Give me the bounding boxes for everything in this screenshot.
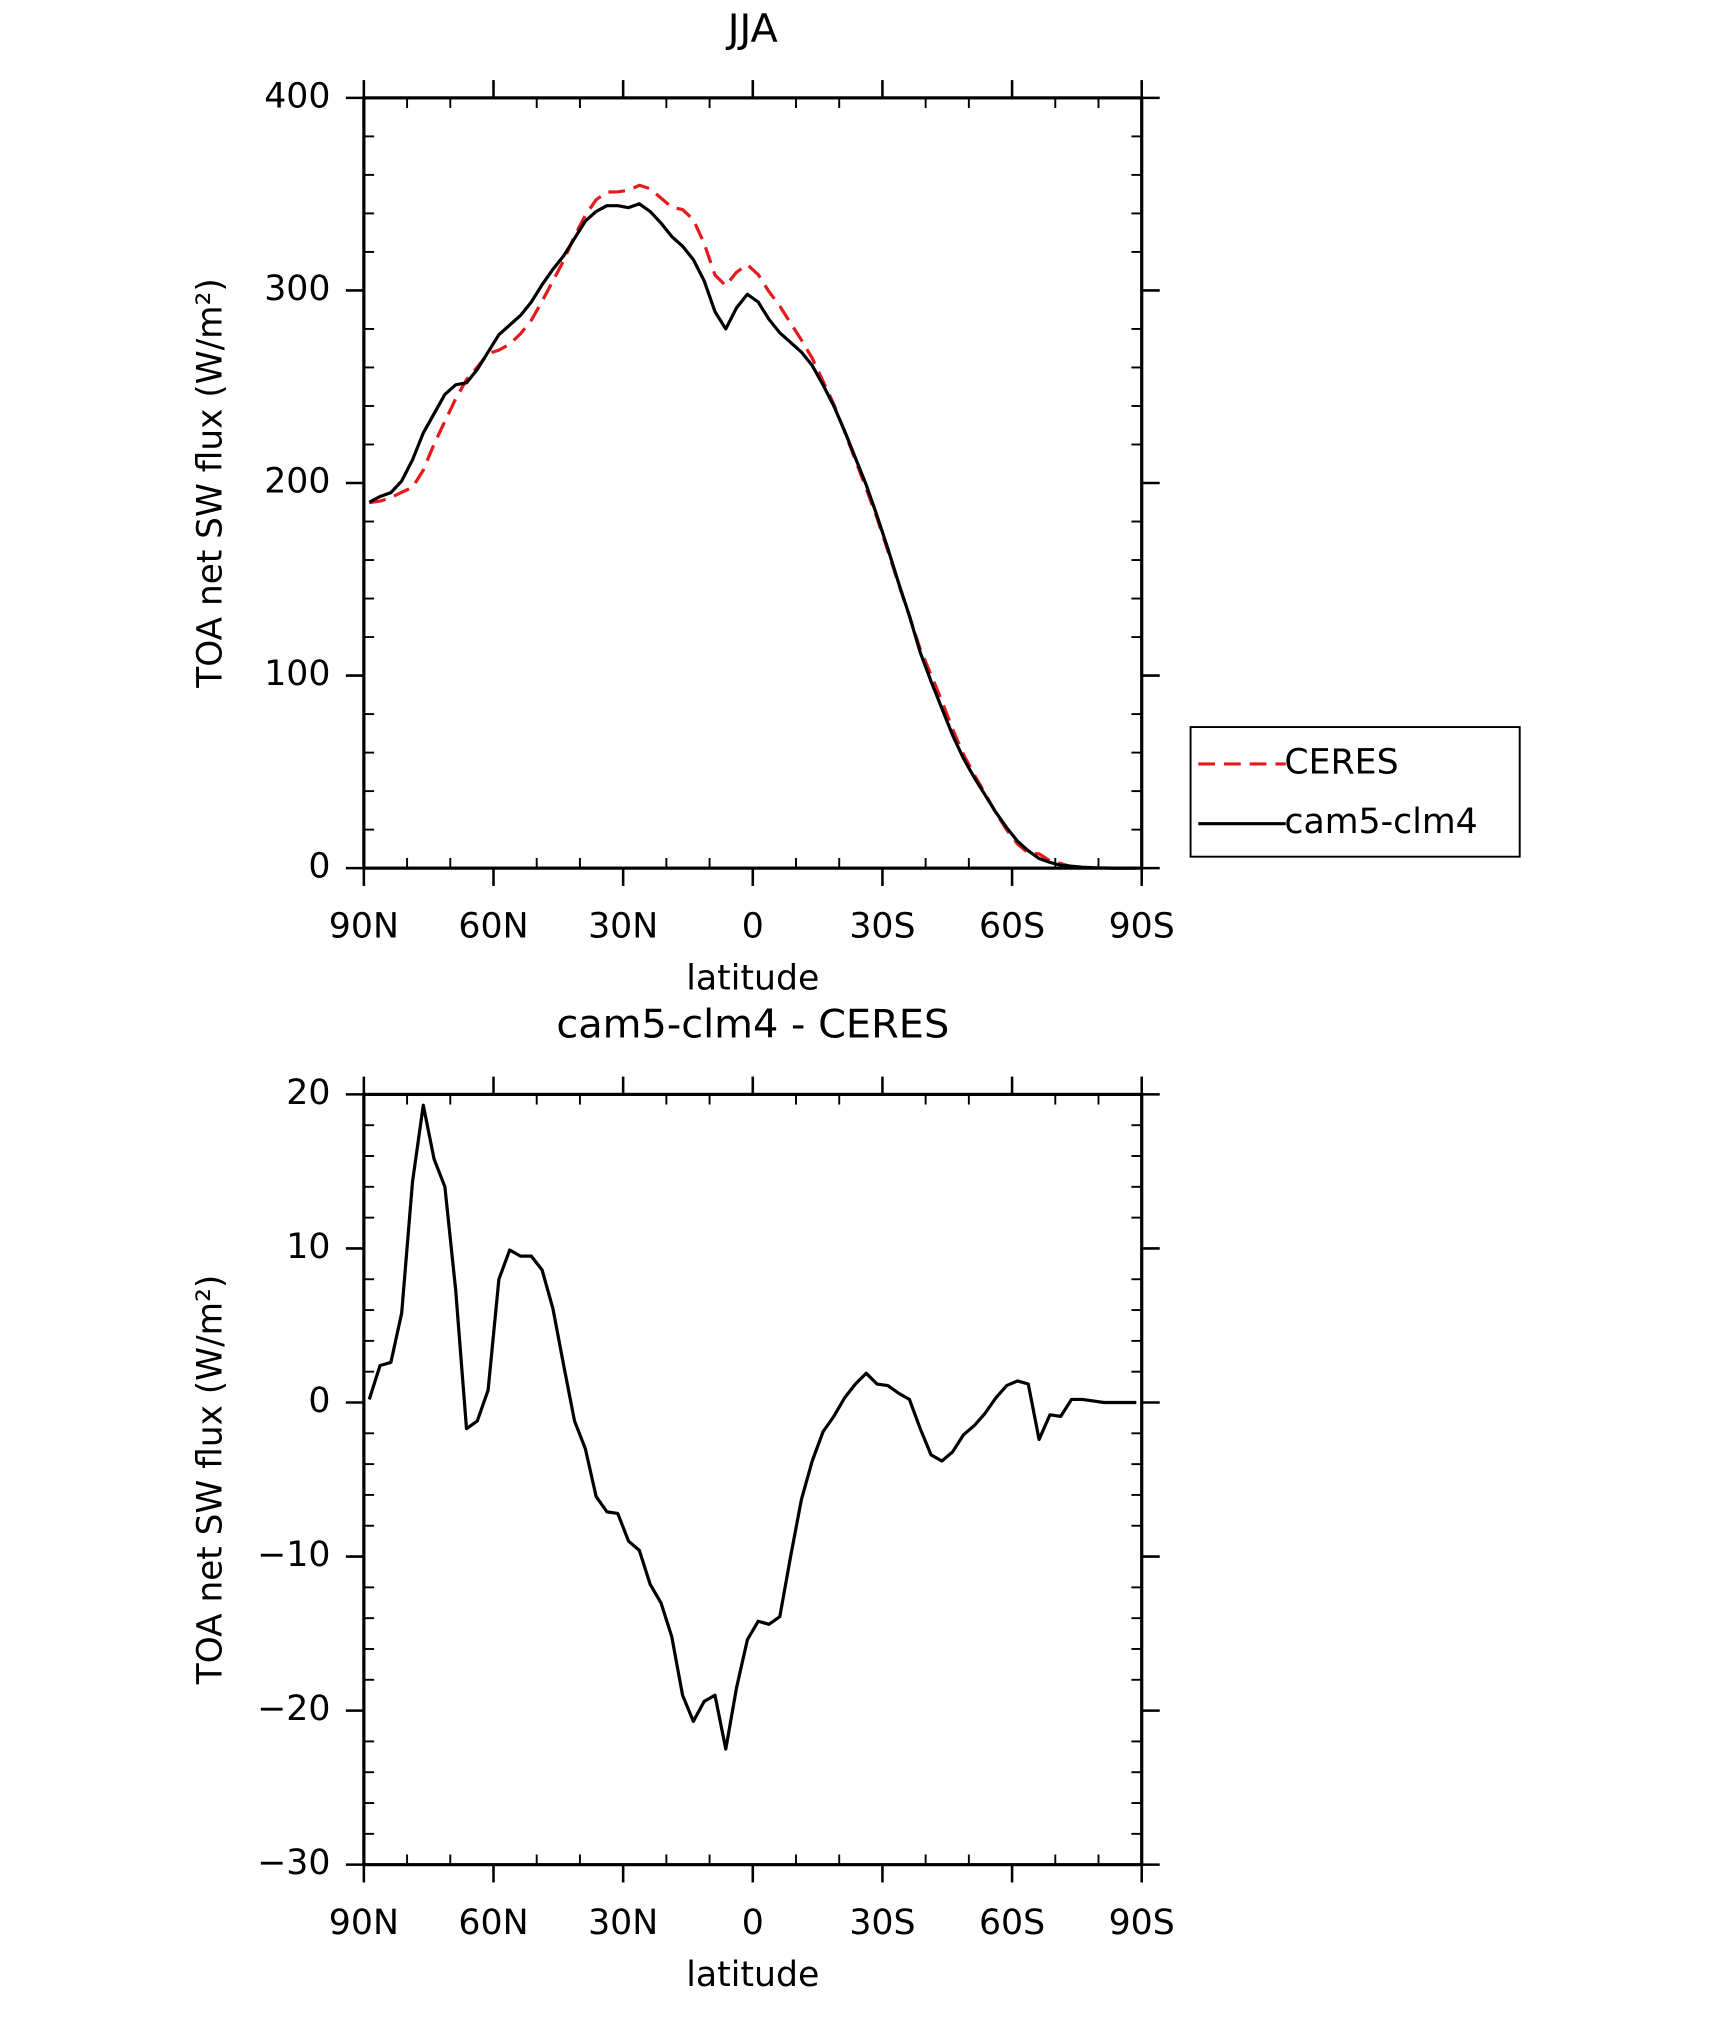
- legend-label: CERES: [1284, 743, 1398, 783]
- x-tick-label: 60S: [979, 907, 1045, 947]
- data-line: [369, 183, 1137, 870]
- y-tick-label: 300: [264, 269, 330, 309]
- x-tick-label: 90S: [1109, 1903, 1175, 1943]
- legend-label: cam5-clm4: [1284, 802, 1477, 842]
- x-tick-label: 30S: [849, 1903, 915, 1943]
- plot-frame: [362, 1092, 1144, 1867]
- x-tick-label: 60S: [979, 1903, 1045, 1943]
- x-tick-label: 90N: [329, 1903, 399, 1943]
- x-tick-label: 90N: [329, 907, 399, 947]
- x-tick-label: 90S: [1109, 907, 1175, 947]
- y-tick-label: −30: [257, 1843, 330, 1883]
- y-tick-label: 0: [308, 847, 330, 887]
- y-tick-label: 0: [308, 1381, 330, 1421]
- x-tick-label: 0: [742, 1903, 764, 1943]
- chart-title: JJA: [725, 6, 778, 52]
- y-tick-label: −20: [257, 1689, 330, 1729]
- y-tick-label: 20: [286, 1073, 330, 1113]
- legend-box: [1189, 726, 1521, 858]
- y-axis-label: TOA net SW flux (W/m²): [191, 1275, 231, 1685]
- y-tick-label: 10: [286, 1227, 330, 1267]
- y-tick-label: 100: [264, 654, 330, 694]
- chart-title: cam5-clm4 - CERES: [556, 1002, 949, 1048]
- x-tick-label: 30N: [588, 1903, 658, 1943]
- y-tick-label: −10: [257, 1535, 330, 1575]
- x-tick-label: 60N: [458, 1903, 528, 1943]
- x-tick-label: 30S: [849, 907, 915, 947]
- x-tick-label: 0: [742, 907, 764, 947]
- x-tick-label: 30N: [588, 907, 658, 947]
- x-axis-label: latitude: [686, 1955, 819, 1995]
- x-axis-label: latitude: [686, 959, 819, 999]
- plot-frame: [362, 96, 1144, 870]
- data-line: [367, 1103, 1137, 1751]
- y-axis-label: TOA net SW flux (W/m²): [191, 278, 231, 688]
- x-tick-label: 60N: [458, 907, 528, 947]
- data-line: [368, 202, 1137, 870]
- y-tick-label: 200: [264, 462, 330, 502]
- y-tick-label: 400: [264, 76, 330, 116]
